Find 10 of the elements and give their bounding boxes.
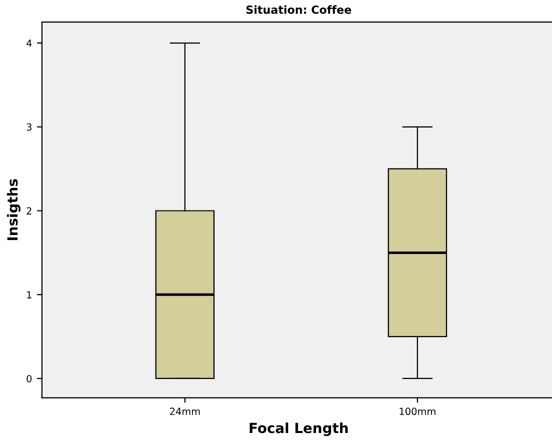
x-tick-label: 100mm (400, 408, 436, 416)
x-axis-title: Focal Length (250, 422, 348, 436)
y-tick-label: 0 (26, 374, 32, 382)
y-tick-label: 4 (26, 40, 32, 47)
y-axis-title: Insigths (6, 179, 20, 240)
chart-title: Situation: Coffee (246, 5, 352, 14)
y-tick-label: 1 (27, 291, 32, 298)
x-tick-label: 24mm (170, 408, 200, 415)
y-tick-label: 2 (26, 207, 32, 214)
y-tick-label: 3 (26, 123, 32, 131)
